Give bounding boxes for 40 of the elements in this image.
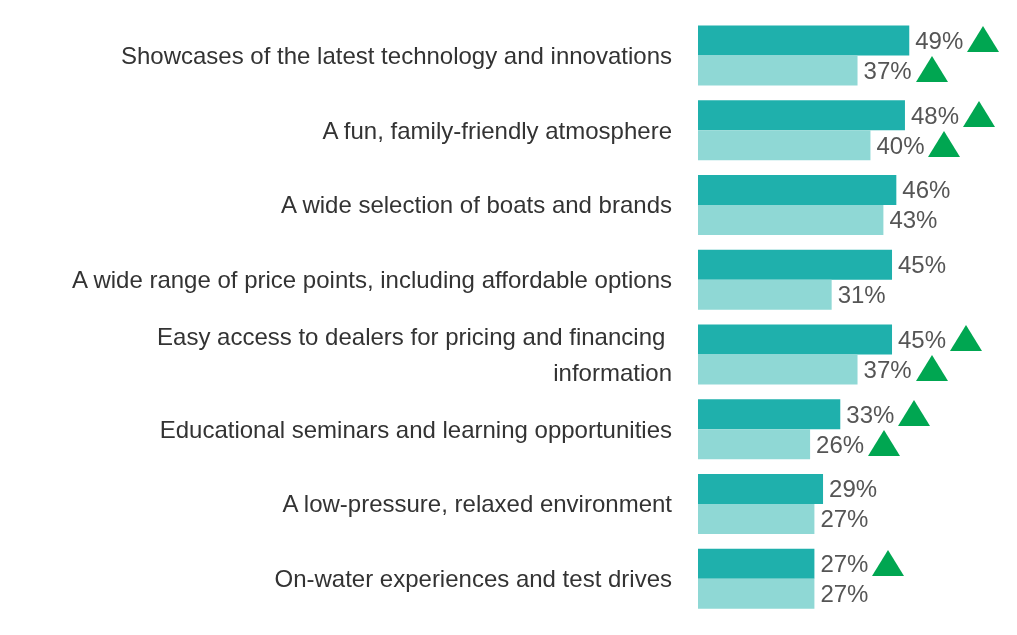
data-label: 26% [816, 430, 865, 458]
data-label: 27% [820, 505, 869, 533]
bar [698, 25, 910, 56]
y-tick-label: A low-pressure, relaxed environment [282, 490, 673, 518]
data-label: 45% [898, 325, 947, 353]
y-tick-label: Easy access to dealers for pricing and financing information [157, 322, 672, 386]
data-label: 31% [837, 281, 886, 309]
bar [698, 354, 858, 385]
data-label: 29% [829, 475, 878, 503]
bar [698, 399, 841, 430]
bar [698, 429, 811, 460]
data-label: 27% [820, 580, 869, 608]
data-label: 48% [910, 101, 959, 129]
data-label: 46% [902, 176, 951, 204]
data-label: 27% [820, 550, 869, 578]
bar [698, 548, 815, 579]
bar [698, 204, 884, 235]
data-label: 49% [915, 26, 964, 54]
y-tick-label: A wide range of price points, including affordable options [72, 266, 672, 294]
bar [698, 578, 815, 609]
y-tick-label: Showcases of the latest technology and innovations [120, 41, 672, 69]
bar [698, 279, 832, 310]
y-tick-label: A wide selection of boats and brands [281, 191, 672, 219]
y-tick-label: Educational seminars and learning opportunities [159, 415, 672, 443]
data-label: 45% [898, 251, 947, 279]
bar [698, 130, 871, 161]
bar [698, 100, 905, 131]
bar [698, 503, 815, 534]
bar [698, 174, 897, 205]
bar [698, 473, 824, 504]
data-label: 37% [863, 56, 912, 84]
data-label: 33% [846, 400, 895, 428]
data-label: 40% [876, 131, 925, 159]
data-label: 43% [889, 206, 938, 234]
bar [698, 249, 893, 280]
y-tick-label: A fun, family-friendly atmosphere [322, 116, 672, 144]
y-tick-label: On-water experiences and test drives [274, 565, 672, 593]
data-label: 37% [863, 355, 912, 383]
bar [698, 324, 893, 355]
bar [698, 55, 858, 86]
